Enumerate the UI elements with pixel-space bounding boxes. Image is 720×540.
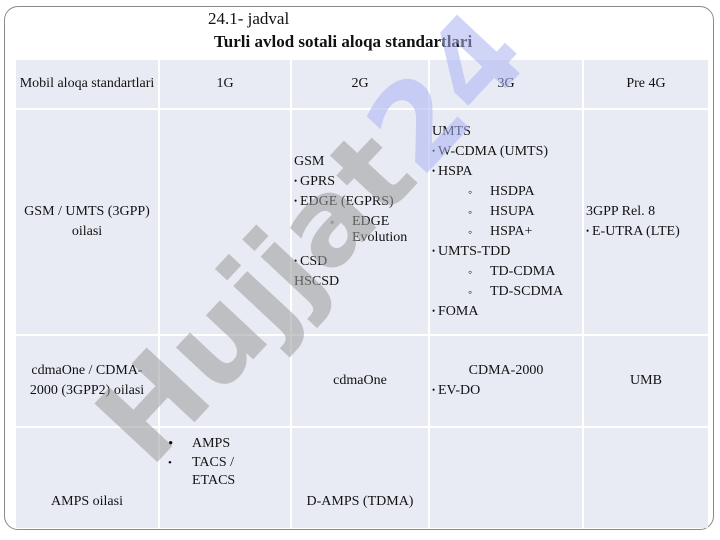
gsm-3g-subitem: HSDPA [432, 182, 580, 202]
header-pre4g: Pre 4G [584, 60, 708, 108]
amps-2g-cell: D-AMPS (TDMA) [292, 428, 428, 528]
gsm-pre4g-cell: 3GPP Rel. 8 E-UTRA (LTE) [584, 110, 708, 334]
table-row-gsm: GSM / UMTS (3GPP) oilasi GSM GPRS EDGE (… [16, 110, 708, 334]
amps-1g-item: AMPS [162, 434, 288, 454]
gsm-pre4g-item: E-UTRA (LTE) [586, 221, 706, 242]
gsm-2g-item: EDGE (EGPRS) [294, 191, 426, 212]
gsm-2g-item: HSCSD [294, 274, 340, 289]
standards-table: Mobil aloqa standartlari 1G 2G 3G Pre 4G… [14, 58, 710, 530]
gsm-2g-subitem: EDGE Evolution [294, 214, 426, 246]
amps-1g-cell: AMPS TACS / ETACS [160, 428, 290, 528]
gsm-3g-subitem: TD-CDMA [432, 262, 580, 282]
family-cdma: cdmaOne / CDMA-2000 (3GPP2) oilasi [16, 336, 158, 426]
gsm-2g-item: CSD [294, 251, 426, 272]
gsm-2g-item: GPRS [294, 171, 426, 192]
gsm-1g-cell [160, 110, 290, 334]
header-3g: 3G [430, 60, 582, 108]
amps-1g-item: TACS / ETACS [162, 454, 252, 490]
gsm-pre4g-item: 3GPP Rel. 8 [586, 204, 656, 219]
header-2g: 2G [292, 60, 428, 108]
cdma-3g-item: CDMA-2000 [468, 363, 544, 378]
cdma-2g-cell: cdmaOne [292, 336, 428, 426]
header-1g: 1G [160, 60, 290, 108]
cdma-1g-cell [160, 336, 290, 426]
gsm-3g-item: FOMA [432, 301, 580, 322]
family-amps: AMPS oilasi [16, 428, 158, 528]
table-row-cdma: cdmaOne / CDMA-2000 (3GPP2) oilasi cdmaO… [16, 336, 708, 426]
cdma-3g-item: EV-DO [432, 380, 580, 401]
gsm-3g-item: HSPA [432, 161, 580, 182]
amps-3g-cell [430, 428, 582, 528]
gsm-3g-item: UMTS-TDD [432, 241, 580, 262]
gsm-2g-item: GSM [294, 154, 325, 169]
gsm-3g-item: W-CDMA (UMTS) [432, 141, 580, 162]
cdma-3g-cell: CDMA-2000 EV-DO [430, 336, 582, 426]
gsm-3g-subitem: TD-SCDMA [432, 282, 580, 302]
family-gsm: GSM / UMTS (3GPP) oilasi [16, 110, 158, 334]
table-row-amps: AMPS oilasi AMPS TACS / ETACS D-AMPS (TD… [16, 428, 708, 528]
cdma-pre4g-cell: UMB [584, 336, 708, 426]
gsm-3g-subitem: HSPA+ [432, 222, 580, 242]
table-title: Turli avlod sotali aloqa standartlari [214, 32, 473, 51]
table-caption: 24.1- jadval [208, 9, 290, 28]
table-header-row: Mobil aloqa standartlari 1G 2G 3G Pre 4G [16, 60, 708, 108]
gsm-2g-cell: GSM GPRS EDGE (EGPRS) EDGE Evolution CSD… [292, 110, 428, 334]
gsm-3g-item: UMTS [432, 124, 471, 139]
gsm-3g-cell: UMTS W-CDMA (UMTS) HSPA HSDPA HSUPA HSPA… [430, 110, 582, 334]
header-standards: Mobil aloqa standartlari [16, 60, 158, 108]
amps-pre4g-cell [584, 428, 708, 528]
gsm-3g-subitem: HSUPA [432, 202, 580, 222]
